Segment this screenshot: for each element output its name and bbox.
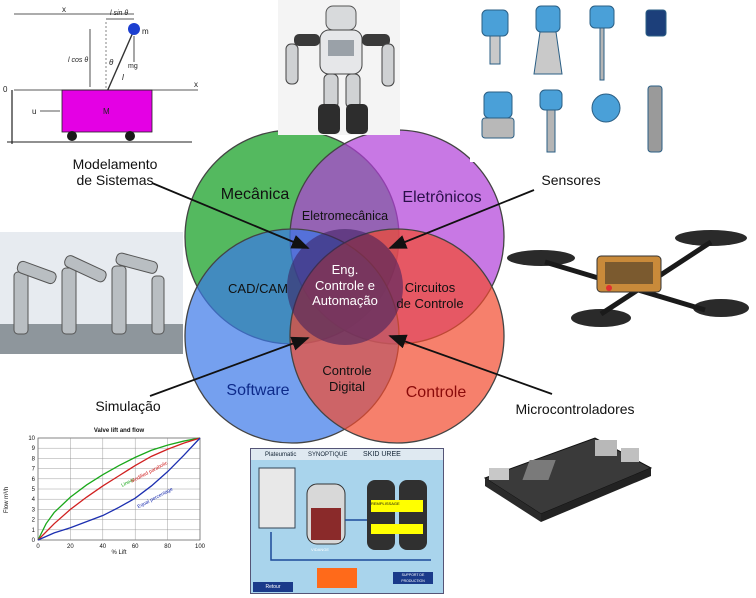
chart-ytick-label: 2	[32, 518, 36, 524]
chart-title: Valve lift and flow	[94, 428, 145, 434]
scada-topbar: Plateumatic SYNOPTIQUE SKID UREE	[251, 449, 443, 460]
chart-xtick-label: 100	[195, 544, 206, 550]
label-cadcam: CAD/CAM	[228, 281, 288, 296]
label-eletromecanica: Eletromecânica	[302, 209, 388, 223]
theta-label: θ	[109, 58, 114, 67]
scada-process-diagram	[258, 467, 433, 588]
cart-pendulum-diagram: x l sin θ l cos θ m mg θ l M x 0 u	[3, 5, 198, 144]
chart-ytick-label: 7	[32, 467, 36, 473]
chart-xtick-label: 40	[99, 544, 106, 550]
arrow-sensores	[388, 189, 535, 249]
chart-ytick-label: 3	[32, 507, 36, 513]
force-label: u	[32, 107, 36, 116]
label-controle-digital-1: Controle	[322, 363, 371, 378]
cart-body	[61, 89, 153, 133]
microcontroller-icon	[483, 437, 653, 522]
lsin-label: l sin θ	[110, 10, 128, 17]
origin-label: 0	[3, 85, 8, 94]
chart-ytick-label: 8	[32, 456, 36, 462]
arrow-simulacao	[149, 336, 310, 397]
pendulum-mass	[128, 23, 140, 35]
length-label: l	[122, 73, 124, 82]
industrial-robots-photo	[0, 232, 183, 354]
center-overlap	[287, 229, 403, 345]
cart-wheel-left	[67, 131, 77, 141]
scada-return-button[interactable]: Retour	[253, 582, 293, 592]
callout-simulacao: Simulação	[95, 398, 161, 414]
drone-icon	[507, 230, 749, 327]
robot-arms-icon	[0, 252, 183, 354]
chart-series-line	[37, 437, 201, 541]
chart-xtick-label: 20	[67, 544, 74, 550]
humanoid-robot-photo	[278, 0, 400, 135]
label-center-3: Automação	[312, 293, 378, 308]
label-software: Software	[226, 382, 289, 399]
chart-ytick-label: 0	[32, 538, 36, 544]
microcontroller-photo	[475, 418, 657, 528]
scada-screen: Plateumatic SYNOPTIQUE SKID UREE VIDANGE…	[250, 448, 444, 594]
mass-label: m	[142, 27, 149, 36]
scada-menu: SYNOPTIQUE	[308, 452, 348, 458]
chart-xtick-label: 80	[164, 544, 171, 550]
chart-xtick-label: 60	[132, 544, 139, 550]
scada-production-button[interactable]: SUPPORT DE PRODUCTION	[401, 573, 425, 583]
chart-ylabel: Flow m³/h	[4, 487, 10, 513]
label-circuitos-2: de Controle	[396, 296, 463, 311]
chart-series-label: Linear	[120, 477, 135, 489]
chart-ytick-label: 6	[32, 477, 36, 483]
label-controle-digital-2: Digital	[329, 379, 365, 394]
chart-ytick-label: 10	[28, 436, 35, 442]
cart-mass-label: M	[103, 107, 110, 116]
scada-brand: Plateumatic	[265, 452, 297, 458]
chart-ytick-label: 4	[32, 497, 36, 503]
humanoid-robot-icon	[285, 5, 395, 134]
label-circuitos-1: Circuitos	[405, 280, 456, 295]
x-dimension-label: x	[62, 5, 66, 14]
label-eletronicos: Eletrônicos	[402, 189, 481, 206]
pendulum-rod	[105, 29, 135, 95]
x-axis-label: x	[194, 80, 198, 89]
chart-xtick-label: 0	[36, 544, 40, 550]
arrow-microcontroladores	[388, 334, 553, 395]
label-mecanica: Mecânica	[221, 186, 290, 203]
callout-modelamento-line1: Modelamento	[72, 156, 158, 172]
chart-ytick-label: 1	[32, 528, 36, 534]
label-controle: Controle	[406, 384, 467, 401]
chart-ytick-label: 5	[32, 487, 36, 493]
sensors-icon	[481, 5, 667, 153]
drone-photo	[505, 210, 755, 355]
mg-label: mg	[128, 63, 138, 70]
label-center-1: Eng.	[332, 262, 359, 277]
callout-sensores: Sensores	[541, 172, 601, 188]
chart-series-line	[37, 437, 201, 541]
scada-tank1-label: VIDANGE	[311, 547, 330, 552]
sensors-photo	[470, 0, 675, 162]
label-center-2: Controle e	[315, 278, 375, 293]
callout-modelamento: Modelamento de Sistemas	[60, 156, 170, 188]
callout-modelamento-line2: de Sistemas	[76, 172, 154, 188]
scada-tank2-label: REMPLISSAGE	[371, 501, 400, 506]
callout-microcontroladores: Microcontroladores	[515, 401, 635, 417]
valve-flow-chart: Valve lift and flow 0 20 40 60 80 100 0 1 2 3 4 5 6 7…	[4, 428, 206, 556]
scada-title: SKID UREE	[363, 451, 401, 458]
arrow-modelamento	[151, 182, 310, 249]
cart-wheel-right	[125, 131, 135, 141]
chart-ytick-label: 9	[32, 446, 36, 452]
lcos-label: l cos θ	[68, 57, 88, 64]
chart-series-line	[37, 437, 201, 541]
chart-xlabel: % Lift	[111, 550, 126, 556]
